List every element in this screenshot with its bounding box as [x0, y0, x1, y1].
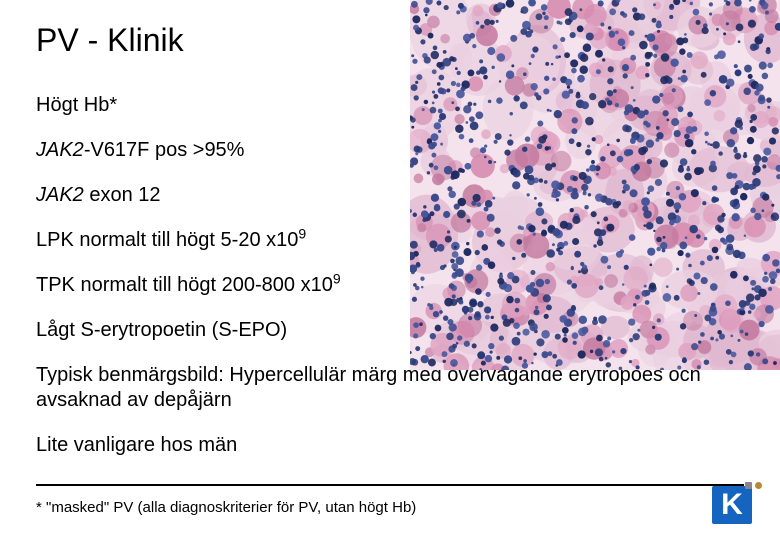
exponent: 9	[333, 270, 341, 286]
crown-icon	[745, 482, 762, 489]
text: TPK normalt till högt 200-800 x10	[36, 274, 333, 296]
text: Lite vanligare hos män	[36, 434, 237, 456]
text: Typisk benmärgsbild: Hypercellulär märg …	[36, 364, 701, 411]
horizontal-rule	[36, 484, 744, 486]
exponent: 9	[298, 225, 306, 241]
text: Lågt S-erytropoetin (S-EPO)	[36, 319, 287, 341]
text: Högt Hb*	[36, 94, 117, 116]
bullet-benmarg: Typisk benmärgsbild: Hypercellulär märg …	[36, 363, 744, 413]
histology-image	[410, 0, 780, 370]
footnote: * "masked" PV (alla diagnoskriterier för…	[36, 499, 416, 516]
gene-name: JAK2	[36, 184, 84, 206]
text: LPK normalt till högt 5-20 x10	[36, 229, 298, 251]
logo-letter: K	[712, 486, 752, 524]
bullet-gender: Lite vanligare hos män	[36, 433, 744, 458]
gene-name: JAK2	[36, 139, 84, 161]
logo: K	[712, 486, 760, 530]
slide: PV - Klinik Högt Hb* JAK2-V617F pos >95%…	[0, 0, 780, 540]
text: -V617F pos >95%	[84, 139, 245, 161]
text: exon 12	[84, 184, 161, 206]
